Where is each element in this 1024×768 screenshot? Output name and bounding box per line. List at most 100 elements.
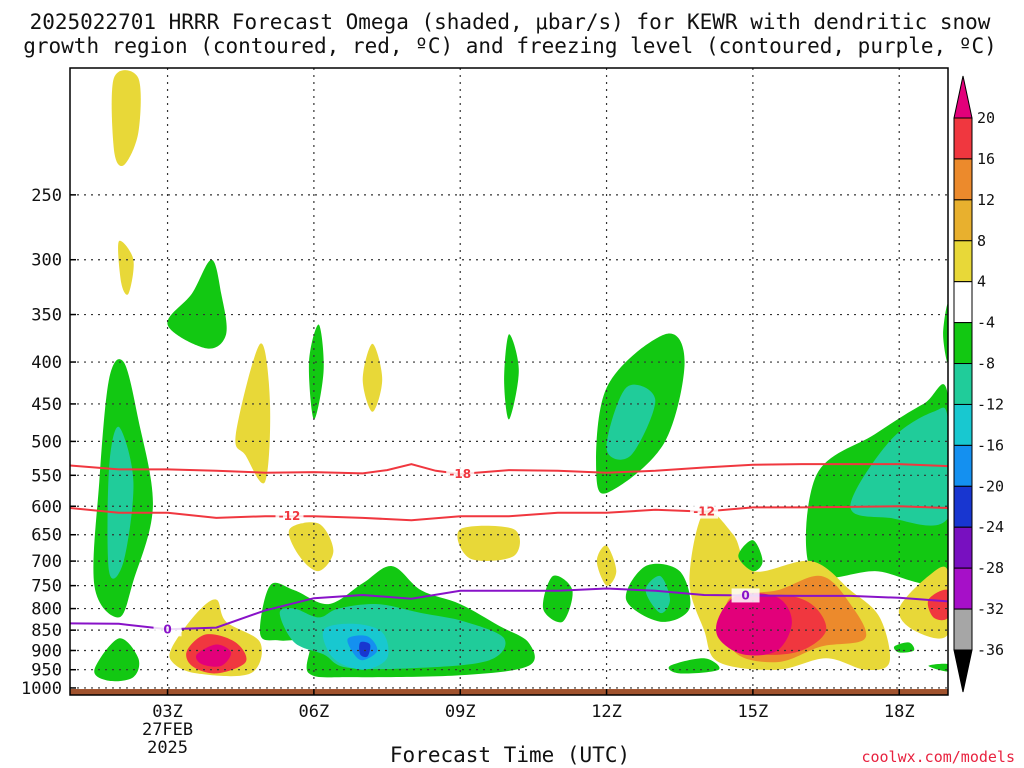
- colorbar-segment: [953, 199, 973, 242]
- colorbar-label: 8: [977, 232, 986, 250]
- chart-title-line-1: 2025022701 HRRR Forecast Omega (shaded, …: [30, 10, 991, 34]
- y-tick-label: 700: [31, 552, 62, 572]
- colorbar-label: -36: [977, 641, 1004, 659]
- colorbar-segment: [953, 158, 973, 201]
- omega-region: [457, 525, 520, 561]
- colorbar-segment: [953, 485, 973, 528]
- colorbar-label: -28: [977, 559, 1004, 577]
- contour-label-bg: [275, 509, 304, 524]
- omega-region: [308, 324, 324, 420]
- omega-region: [606, 384, 656, 460]
- x-tick-label: 18Z: [884, 702, 915, 722]
- colorbar-label: 16: [977, 150, 995, 168]
- x-tick-label: 15Z: [738, 702, 769, 722]
- contour-label-bg: [446, 467, 475, 482]
- omega-region: [927, 589, 948, 621]
- colorbar-label: 4: [977, 273, 986, 291]
- colorbar: 20 16 12 8 4 -4 -8 -12 -16 -20 -24 -28 -32 -36: [953, 75, 1004, 693]
- omega-region: [94, 638, 140, 682]
- omega-region: [738, 540, 763, 572]
- colorbar-segment: [953, 567, 973, 610]
- contour-line-0: [70, 587, 948, 631]
- contour-label: 0: [163, 622, 171, 636]
- colorbar-segment: [953, 281, 973, 324]
- x-tick-date: 27FEB: [142, 720, 193, 740]
- colorbar-segment: [953, 75, 973, 119]
- contour-label: -12: [693, 505, 715, 519]
- colorbar-segment: [953, 240, 973, 283]
- x-tick-year: 2025: [147, 738, 188, 758]
- contour-label: -18: [449, 467, 471, 481]
- colorbar-segment: [953, 322, 973, 365]
- y-tick-label: 800: [31, 600, 62, 620]
- x-tick-label: 03Z: [152, 702, 183, 722]
- y-tick-label: 850: [31, 621, 62, 641]
- colorbar-segment: [953, 117, 973, 160]
- colorbar-label: 20: [977, 109, 995, 127]
- x-tick-label: 06Z: [299, 702, 330, 722]
- y-tick-label: 350: [31, 306, 62, 326]
- ground-surface: [70, 689, 948, 695]
- omega-region: [542, 575, 573, 623]
- y-tick-label: 950: [31, 661, 62, 681]
- plot-frame: [69, 67, 949, 696]
- colorbar-segment: [953, 608, 973, 651]
- colorbar-label: -8: [977, 355, 995, 373]
- colorbar-segment: [953, 444, 973, 487]
- colorbar-label: -12: [977, 395, 1004, 413]
- omega-region: [235, 343, 271, 484]
- colorbar-segment: [953, 403, 973, 446]
- colorbar-segment: [953, 649, 973, 693]
- y-tick-label: 1000: [21, 679, 62, 699]
- axes: 2503003504004505005506006507007508008509…: [21, 67, 949, 758]
- y-tick-label: 450: [31, 395, 62, 415]
- omega-region: [668, 658, 720, 674]
- contour-line--12: [70, 505, 948, 522]
- y-tick-label: 250: [31, 186, 62, 206]
- plot-inner: -18 -12 -12 0 0: [70, 68, 948, 695]
- omega-region: [118, 240, 134, 295]
- y-tick-label: 300: [31, 251, 62, 271]
- omega-region: [167, 259, 227, 349]
- chart-title-line-2: growth region (contoured, red, ºC) and f…: [23, 34, 997, 58]
- colorbar-label: -4: [977, 314, 995, 332]
- credit-link[interactable]: coolwx.com/models: [861, 748, 1015, 766]
- colorbar-label: -20: [977, 477, 1004, 495]
- omega-region: [362, 343, 383, 412]
- x-axis-label: Forecast Time (UTC): [390, 743, 630, 767]
- omega-region: [893, 642, 915, 653]
- omega-region: [107, 426, 134, 579]
- x-tick-label: 12Z: [591, 702, 622, 722]
- y-tick-label: 750: [31, 577, 62, 597]
- colorbar-segment: [953, 363, 973, 405]
- contour-label: 0: [741, 588, 749, 602]
- y-tick-label: 400: [31, 353, 62, 373]
- colorbar-label: 12: [977, 191, 995, 209]
- contour-label: -12: [279, 509, 301, 523]
- colorbar-label: -16: [977, 436, 1004, 454]
- omega-region: [504, 334, 519, 420]
- colorbar-label: -32: [977, 600, 1004, 618]
- omega-region: [850, 407, 948, 526]
- omega-region: [715, 593, 792, 656]
- y-tick-label: 600: [31, 497, 62, 517]
- plot-area: -18 -12 -12 0 0: [70, 68, 948, 695]
- x-tick-label: 09Z: [445, 702, 476, 722]
- colorbar-segment: [953, 526, 973, 569]
- contour-label-bg: [153, 622, 182, 637]
- contour-line--18: [70, 463, 948, 476]
- omega-region: [928, 663, 948, 672]
- contour-label-bg: [731, 588, 760, 603]
- contour-label-bg: [690, 504, 719, 519]
- omega-region: [288, 522, 334, 572]
- colorbar-label: -24: [977, 518, 1004, 536]
- y-tick-label: 550: [31, 466, 62, 486]
- y-tick-label: 650: [31, 526, 62, 546]
- y-tick-label: 500: [31, 432, 62, 452]
- omega-region: [111, 70, 141, 167]
- omega-region: [898, 566, 948, 639]
- omega-region: [943, 303, 948, 363]
- omega-region: [359, 641, 371, 658]
- y-tick-label: 900: [31, 641, 62, 661]
